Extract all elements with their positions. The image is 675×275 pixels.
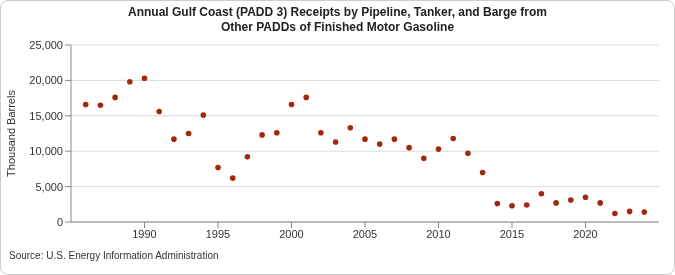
svg-text:Thousand Barrels: Thousand Barrels — [8, 90, 17, 177]
svg-text:0: 0 — [57, 216, 63, 228]
html-text:Annual Gulf Coast (PADD 3) Rec: Annual Gulf Coast (PADD 3) Receipts by P… — [128, 5, 547, 34]
svg-text:2010: 2010 — [426, 228, 450, 240]
svg-text:2015: 2015 — [500, 228, 524, 240]
svg-text:15,000: 15,000 — [29, 110, 63, 122]
svg-text:20,000: 20,000 — [29, 74, 63, 86]
svg-text:5,000: 5,000 — [35, 181, 63, 193]
svg-text:2005: 2005 — [353, 228, 377, 240]
svg-text:25,000: 25,000 — [29, 39, 63, 51]
svg-text:1990: 1990 — [132, 228, 156, 240]
svg-text:2020: 2020 — [573, 228, 597, 240]
svg-text:1995: 1995 — [206, 228, 230, 240]
svg-text:2000: 2000 — [279, 228, 303, 240]
svg-text:10,000: 10,000 — [29, 145, 63, 157]
html-text:Source: U.S. Energy Informatio: Source: U.S. Energy Information Administ… — [9, 250, 219, 261]
